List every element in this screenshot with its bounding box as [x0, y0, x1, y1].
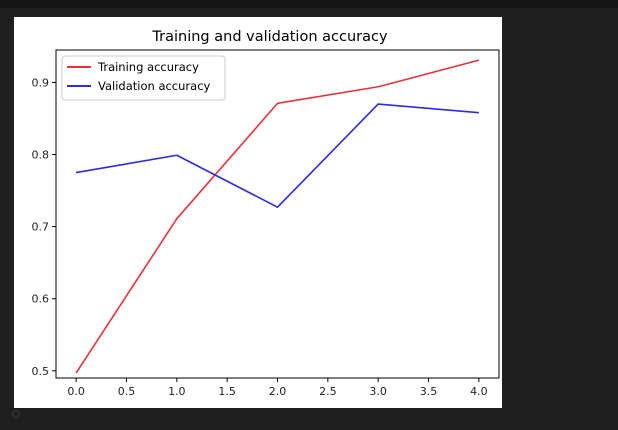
legend-label-training: Training accuracy: [97, 60, 199, 74]
x-tick-label: 3.0: [369, 385, 387, 398]
x-tick-label: 3.5: [420, 385, 438, 398]
series-layer: [75, 59, 480, 374]
legend: Training accuracy Validation accuracy: [61, 55, 226, 101]
x-tick-label: 2.5: [319, 385, 337, 398]
x-tick-label: 1.5: [218, 385, 236, 398]
y-tick-label: 0.7: [32, 221, 50, 234]
y-tick-label: 0.6: [32, 293, 50, 306]
figure-panel: Training and validation accuracy 0.5 0.6 0…: [14, 17, 502, 408]
y-tick-label: 0.5: [32, 365, 50, 378]
corner-indicator: [12, 410, 20, 418]
legend-label-validation: Validation accuracy: [98, 79, 211, 93]
chart-title: Training and validation accuracy: [151, 29, 388, 45]
x-tick-label: 4.0: [470, 385, 488, 398]
legend-box: [61, 55, 226, 101]
accuracy-line-chart: Training and validation accuracy 0.50.60…: [32, 29, 500, 398]
training-accuracy-line: [75, 59, 480, 374]
x-tick-label: 1.0: [168, 385, 186, 398]
validation-accuracy-line: [76, 103, 479, 208]
y-axis: 0.5 0.6 0.7 0.8 0.9: [32, 76, 56, 378]
y-tick-label: 0.8: [32, 149, 50, 162]
window-top-bar: [0, 0, 618, 8]
x-tick-label: 0.5: [118, 385, 136, 398]
x-tick-label: 2.0: [269, 385, 287, 398]
x-tick-label: 0.0: [67, 385, 85, 398]
x-axis: 0.0 0.5 1.0 1.5 2.0 2.5 3.0 3.5 4.0: [67, 378, 488, 398]
y-tick-label: 0.9: [32, 76, 50, 89]
plot-area-frame: [55, 49, 500, 379]
